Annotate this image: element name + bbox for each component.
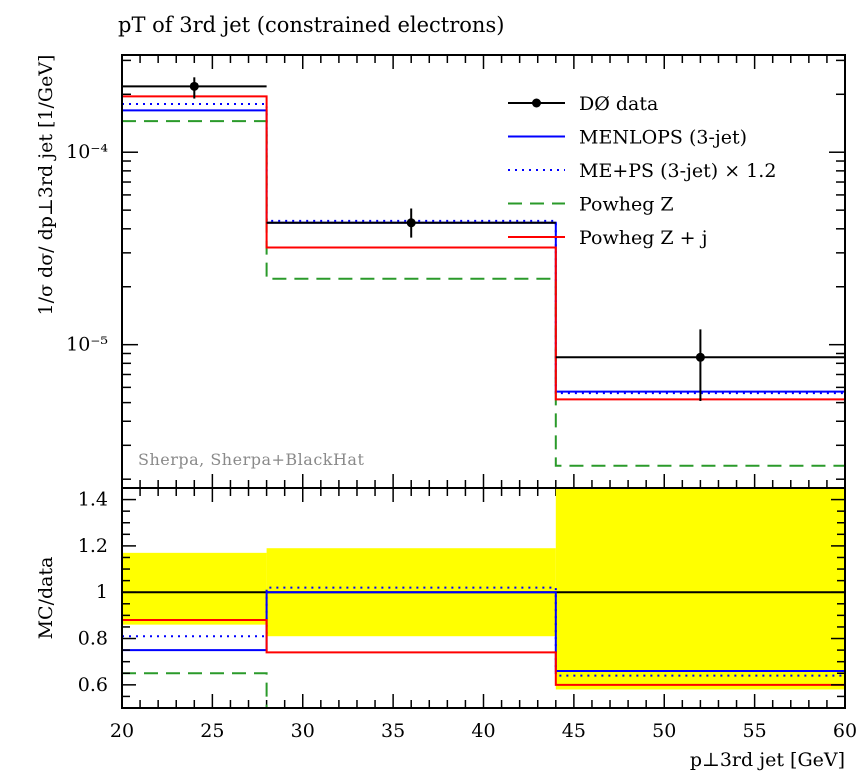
legend-label: MENLOPS (3-jet)	[579, 127, 747, 149]
ratio-y-tick-label: 1	[96, 581, 108, 603]
main-frame	[121, 54, 846, 489]
legend-label: Powheg Z + j	[579, 227, 708, 249]
data-point	[406, 218, 416, 228]
ratio-frame	[121, 487, 846, 709]
main-ylabel: 1/σ dσ/ dp⊥3rd jet [1/GeV]	[35, 55, 57, 316]
ratio-uncertainty-band	[555, 488, 845, 690]
data-point	[189, 81, 199, 91]
x-axis-label: p⊥3rd jet [GeV]	[690, 749, 845, 771]
x-tick-label: 45	[562, 720, 586, 742]
x-tick-label: 40	[471, 720, 495, 742]
main-series-line	[122, 120, 845, 467]
x-tick-label: 60	[833, 720, 857, 742]
y-tick-label: 10⁻⁵	[66, 334, 108, 356]
ratio-y-tick-label: 1.4	[78, 489, 108, 511]
x-tick-label: 25	[200, 720, 224, 742]
legend-label: Powheg Z	[579, 194, 674, 216]
x-tick-label: 55	[743, 720, 767, 742]
ratio-y-tick-label: 0.8	[78, 628, 108, 650]
ratio-panel: 20 25 30 35 40 45 50 55 60 0.6 0.8 1 1.2 1.4	[78, 487, 857, 742]
data-point	[695, 352, 705, 362]
legend-label: ME+PS (3-jet) × 1.2	[579, 160, 776, 182]
x-tick-label: 30	[291, 720, 315, 742]
ratio-uncertainty-band	[122, 552, 267, 625]
generator-watermark: Sherpa, Sherpa+BlackHat	[138, 450, 364, 469]
main-series-line	[122, 109, 845, 393]
y-tick-label: 10⁻⁴	[66, 141, 108, 163]
ratio-y-tick-label: 0.6	[78, 674, 108, 696]
x-tick-label: 35	[381, 720, 405, 742]
main-series-line	[122, 95, 845, 401]
chart-title: pT of 3rd jet (constrained electrons)	[118, 13, 504, 37]
ratio-series-line	[122, 619, 845, 686]
ratio-series-line	[122, 591, 845, 672]
x-tick-label: 50	[652, 720, 676, 742]
ratio-y-tick-label: 1.2	[78, 535, 108, 557]
ratio-series-line	[122, 586, 845, 677]
legend-marker	[532, 98, 541, 108]
x-tick-label: 20	[110, 720, 134, 742]
ratio-ylabel: MC/data	[35, 557, 57, 640]
legend-label: DØ data	[579, 93, 658, 115]
